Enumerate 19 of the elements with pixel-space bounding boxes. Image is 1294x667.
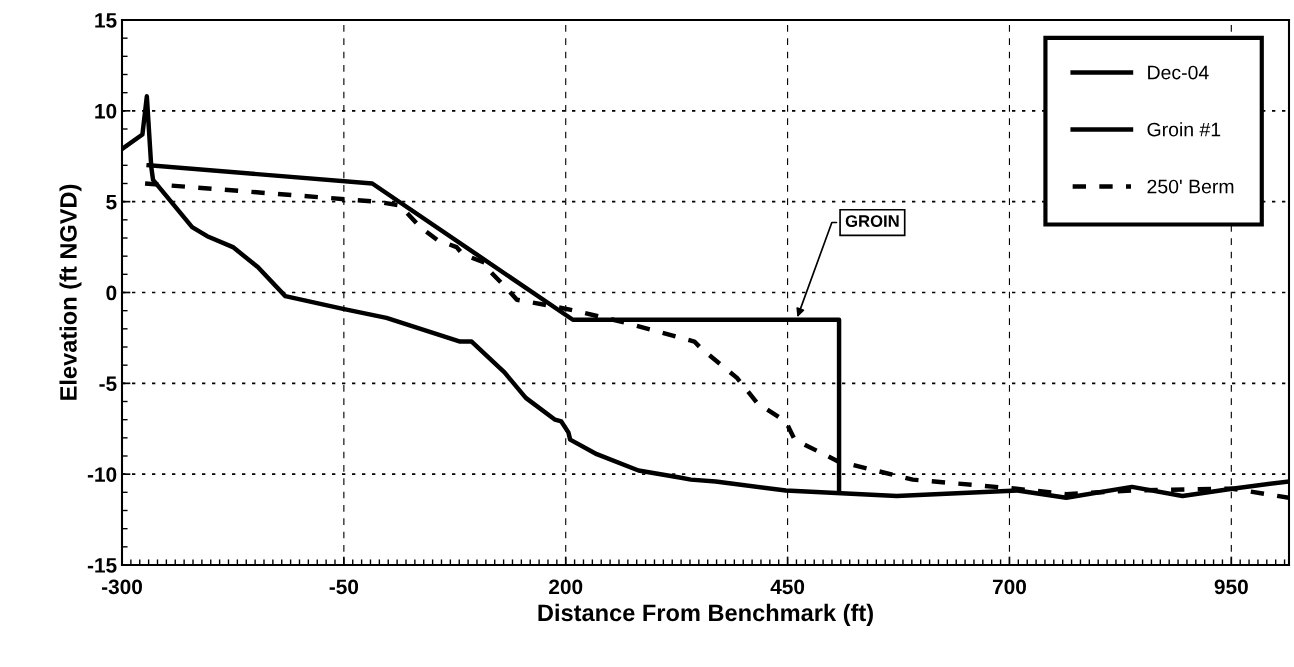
legend-label: Dec-04 — [1148, 65, 1209, 80]
annotation: GROIN — [845, 215, 899, 227]
y-tick-label: -10 — [87, 467, 117, 482]
y-tick-label: 15 — [95, 13, 117, 28]
y-tick-label: 10 — [95, 103, 117, 119]
x-axis-title: Distance From Benchmark (ft) — [538, 603, 873, 626]
y-tick-label: -5 — [99, 376, 117, 392]
x-tick-label: -50 — [329, 579, 359, 595]
x-tick-label: -300 — [101, 579, 142, 595]
x-tick-label: 450 — [770, 579, 805, 595]
y-axis-title: Elevation (ft NGVD) — [59, 184, 82, 400]
x-tick-label: 950 — [1214, 579, 1248, 595]
legend-label: 250' Berm — [1147, 179, 1234, 194]
x-tick-label: 200 — [549, 579, 583, 595]
x-tick-label: 700 — [992, 579, 1026, 595]
y-tick-label: -15 — [87, 558, 117, 573]
y-tick-label: 5 — [106, 194, 117, 210]
y-tick-label: 0 — [106, 285, 117, 301]
legend-label: Groin #1 — [1147, 122, 1221, 137]
